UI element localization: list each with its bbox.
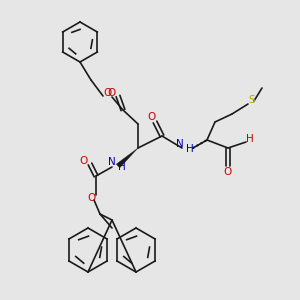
- Text: H: H: [246, 134, 254, 144]
- Text: N: N: [108, 157, 116, 167]
- Text: O: O: [103, 88, 111, 98]
- Text: H: H: [118, 162, 126, 172]
- Text: N: N: [176, 139, 184, 149]
- Text: S: S: [249, 95, 255, 105]
- Polygon shape: [116, 148, 138, 168]
- Text: H: H: [186, 144, 194, 154]
- Text: O: O: [80, 156, 88, 166]
- Text: O: O: [148, 112, 156, 122]
- Text: O: O: [88, 193, 96, 203]
- Text: O: O: [108, 88, 116, 98]
- Text: O: O: [224, 167, 232, 177]
